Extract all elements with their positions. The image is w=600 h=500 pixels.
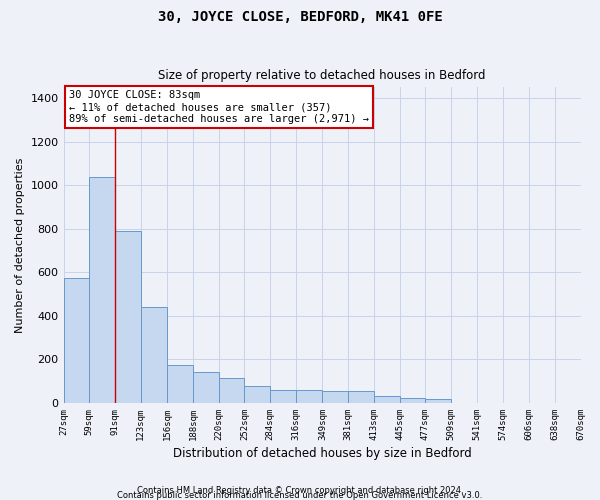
- Text: Contains HM Land Registry data © Crown copyright and database right 2024.: Contains HM Land Registry data © Crown c…: [137, 486, 463, 495]
- Title: Size of property relative to detached houses in Bedford: Size of property relative to detached ho…: [158, 69, 486, 82]
- Bar: [270, 390, 296, 403]
- Y-axis label: Number of detached properties: Number of detached properties: [15, 158, 25, 333]
- X-axis label: Distribution of detached houses by size in Bedford: Distribution of detached houses by size …: [173, 447, 472, 460]
- Bar: [115, 231, 141, 403]
- Bar: [425, 398, 451, 403]
- Bar: [89, 176, 115, 403]
- Bar: [219, 378, 244, 403]
- Bar: [348, 391, 374, 403]
- Text: Contains public sector information licensed under the Open Government Licence v3: Contains public sector information licen…: [118, 491, 482, 500]
- Bar: [141, 307, 167, 403]
- Bar: [193, 372, 219, 403]
- Bar: [64, 278, 89, 403]
- Bar: [244, 386, 270, 403]
- Bar: [400, 398, 425, 403]
- Text: 30, JOYCE CLOSE, BEDFORD, MK41 0FE: 30, JOYCE CLOSE, BEDFORD, MK41 0FE: [158, 10, 442, 24]
- Bar: [167, 365, 193, 403]
- Text: 30 JOYCE CLOSE: 83sqm
← 11% of detached houses are smaller (357)
89% of semi-det: 30 JOYCE CLOSE: 83sqm ← 11% of detached …: [69, 90, 369, 124]
- Bar: [296, 390, 322, 403]
- Bar: [322, 391, 348, 403]
- Bar: [374, 396, 400, 403]
